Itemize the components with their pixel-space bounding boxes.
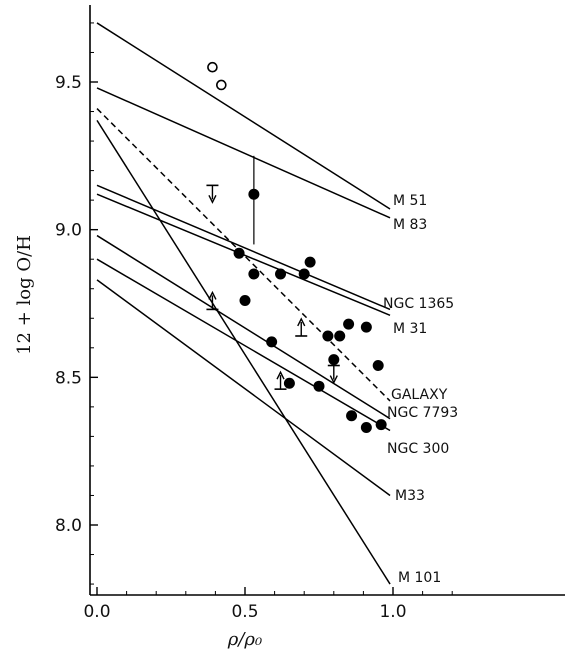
gradient-line-ngc-300 xyxy=(96,258,391,432)
filled-point xyxy=(322,330,334,342)
gradient-line-m-51 xyxy=(96,22,391,210)
filled-point xyxy=(343,318,355,330)
down-arrow-icon xyxy=(329,375,338,385)
gradient-label-ngc-300: NGC 300 xyxy=(387,441,449,457)
up-arrow-icon xyxy=(276,370,285,380)
y-tick-label: 9.0 xyxy=(55,221,82,241)
gradient-label-m-31: M 31 xyxy=(393,321,427,337)
filled-point xyxy=(334,330,346,342)
up-arrow-icon xyxy=(208,290,217,300)
y-tick-label: 9.5 xyxy=(55,73,82,93)
filled-point xyxy=(275,268,287,280)
filled-point xyxy=(328,354,340,366)
gradient-line-ngc-1365 xyxy=(96,184,391,311)
gradient-label-m-51: M 51 xyxy=(393,193,427,209)
x-tick-label: 0.0 xyxy=(83,602,110,622)
plot-lines-layer xyxy=(96,22,391,585)
open-point xyxy=(216,79,227,91)
x-axis-title: ρ/ρ₀ xyxy=(227,629,262,650)
filled-point xyxy=(248,268,260,280)
filled-point xyxy=(304,256,316,268)
gradient-line-m-83 xyxy=(96,87,391,219)
gradient-line-ngc-7793 xyxy=(96,234,391,420)
y-tick-label: 8.5 xyxy=(55,368,82,388)
gradient-label-ngc-1365: NGC 1365 xyxy=(383,296,454,312)
filled-point xyxy=(239,295,251,307)
filled-point xyxy=(372,360,384,372)
filled-point xyxy=(298,268,310,280)
gradient-line-m33 xyxy=(96,279,391,497)
gradient-line-galaxy xyxy=(96,108,391,402)
filled-point xyxy=(346,410,358,422)
gradient-line-m-101 xyxy=(96,119,391,585)
open-point xyxy=(207,61,218,73)
filled-point xyxy=(283,377,295,389)
filled-point xyxy=(360,422,372,434)
gradient-label-m-83: M 83 xyxy=(393,217,427,233)
filled-point xyxy=(248,188,260,200)
text-layer: 8.0 8.5 9.0 9.5 0.0 0.5 1.0 ρ/ρ₀ 12 + log O/H M 5… xyxy=(14,73,458,650)
filled-point xyxy=(266,336,278,348)
filled-point xyxy=(313,380,325,392)
plot-points-layer xyxy=(206,61,387,434)
axes-layer xyxy=(89,5,565,596)
x-tick-label: 0.5 xyxy=(231,602,258,622)
filled-point xyxy=(233,247,245,259)
down-arrow-icon xyxy=(208,195,217,204)
filled-point xyxy=(360,321,372,333)
gradient-label-m-101: M 101 xyxy=(398,570,441,586)
y-tick-label: 8.0 xyxy=(55,516,82,536)
filled-point xyxy=(375,419,387,431)
gradient-label-galaxy: GALAXY xyxy=(391,387,448,403)
gradient-label-m33: M33 xyxy=(395,488,425,504)
up-arrow-icon xyxy=(297,317,306,327)
y-axis-title: 12 + log O/H xyxy=(14,235,35,355)
x-tick-label: 1.0 xyxy=(379,602,406,622)
gradient-label-ngc-7793: NGC 7793 xyxy=(387,405,458,421)
